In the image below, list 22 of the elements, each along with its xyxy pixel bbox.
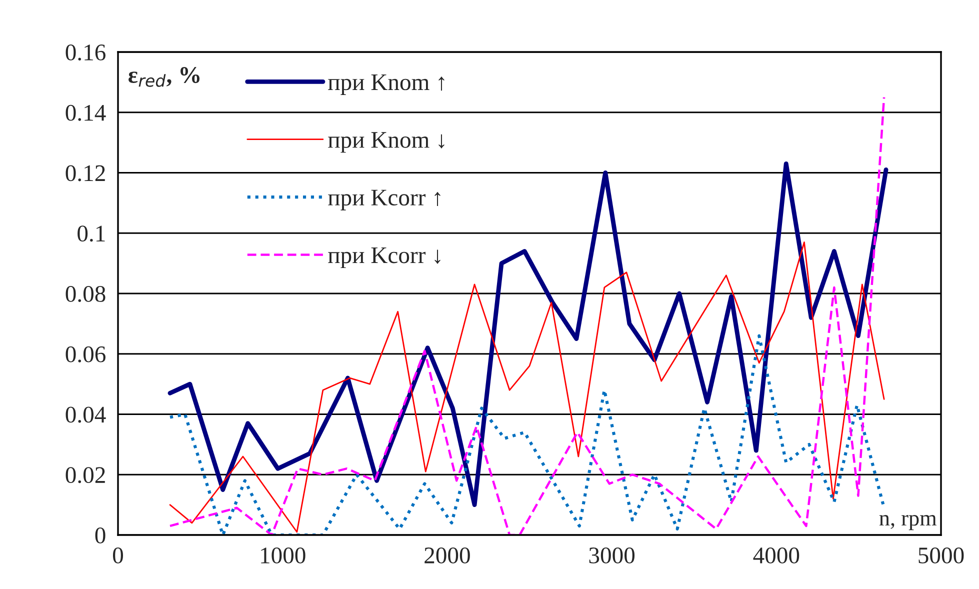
x-tick-label: 1000 [261, 547, 306, 564]
y-tick-label: 0.04 [66, 406, 106, 423]
y-tick-label: 0.1 [78, 226, 105, 242]
y-tick-label: 0.06 [66, 346, 106, 362]
x-tick-label: 2000 [424, 547, 470, 564]
y-tick-label: 0.14 [66, 104, 106, 121]
y-tick-label: 0.02 [66, 467, 105, 484]
legend-label: при Knom ↓ [328, 132, 444, 153]
x-tick-label: 5000 [918, 547, 964, 564]
legend-label: при Kcorr ↓ [328, 248, 440, 268]
legend-label: при Kcorr ↑ [328, 190, 440, 210]
y-tick-label: 0.08 [66, 286, 106, 302]
y-tick-label: 0.16 [66, 44, 106, 61]
legend-label: при Knom ↑ [328, 74, 444, 95]
x-axis-title: n, rpm [879, 514, 937, 530]
line-series [168, 161, 888, 508]
x-tick-label: 0 [112, 547, 124, 564]
y-axis-title: ε$_{red}$, % [128, 67, 200, 87]
x-tick-label: 3000 [589, 547, 635, 564]
x-tick-label: 4000 [753, 547, 800, 564]
y-tick-label: 0 [95, 527, 106, 544]
y-tick-label: 0.12 [66, 165, 105, 182]
